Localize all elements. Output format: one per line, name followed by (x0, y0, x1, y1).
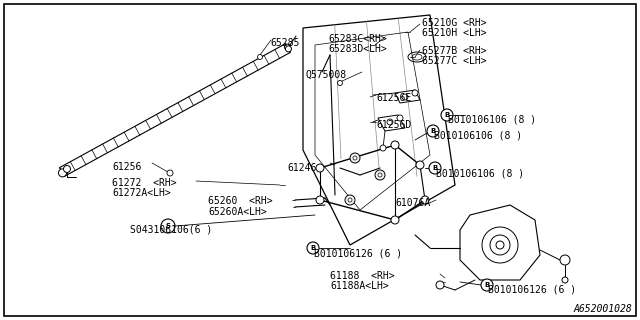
Circle shape (490, 235, 510, 255)
Text: 61256: 61256 (112, 162, 141, 172)
Text: B: B (430, 128, 436, 134)
Text: 61246: 61246 (287, 163, 316, 173)
Text: S043106106(6 ): S043106106(6 ) (130, 225, 212, 235)
Circle shape (285, 44, 291, 50)
Polygon shape (378, 115, 405, 131)
Circle shape (421, 196, 429, 204)
Circle shape (416, 161, 424, 169)
Text: A652001028: A652001028 (573, 304, 632, 314)
Text: 65277C <LH>: 65277C <LH> (422, 56, 486, 66)
Circle shape (496, 241, 504, 249)
Circle shape (350, 153, 360, 163)
Circle shape (337, 81, 342, 85)
Circle shape (441, 109, 453, 121)
Text: B010106126 (6 ): B010106126 (6 ) (314, 248, 402, 258)
Circle shape (412, 90, 418, 96)
Text: 65277B <RH>: 65277B <RH> (422, 46, 486, 56)
Circle shape (161, 219, 175, 233)
Circle shape (316, 164, 324, 172)
Text: B010106126 (6 ): B010106126 (6 ) (488, 285, 576, 295)
Circle shape (429, 162, 441, 174)
Circle shape (378, 173, 382, 177)
Circle shape (58, 169, 67, 177)
Circle shape (562, 277, 568, 283)
Circle shape (436, 281, 444, 289)
Circle shape (63, 165, 70, 172)
Circle shape (402, 94, 408, 100)
Circle shape (380, 145, 386, 151)
Circle shape (560, 255, 570, 265)
Circle shape (427, 125, 439, 137)
Circle shape (391, 141, 399, 149)
Circle shape (391, 216, 399, 224)
Circle shape (285, 46, 291, 52)
Text: B: B (444, 112, 450, 118)
Text: 61188A<LH>: 61188A<LH> (330, 281, 388, 291)
Circle shape (167, 170, 173, 176)
Polygon shape (395, 90, 420, 103)
Text: S: S (166, 223, 170, 229)
Text: Q575008: Q575008 (305, 70, 346, 80)
Text: 61076A: 61076A (395, 198, 430, 208)
Text: 65283C<RH>: 65283C<RH> (328, 34, 387, 44)
Text: B010106106 (8 ): B010106106 (8 ) (434, 131, 522, 141)
Polygon shape (460, 205, 540, 280)
Polygon shape (60, 44, 291, 176)
Circle shape (345, 195, 355, 205)
Polygon shape (303, 15, 455, 245)
Circle shape (387, 119, 393, 125)
Circle shape (257, 54, 262, 60)
Text: 61188  <RH>: 61188 <RH> (330, 271, 395, 281)
Text: B: B (484, 282, 490, 288)
Circle shape (375, 170, 385, 180)
Circle shape (307, 242, 319, 254)
Text: 65285: 65285 (270, 38, 300, 48)
Text: 65283D<LH>: 65283D<LH> (328, 44, 387, 54)
Text: 61256E: 61256E (376, 93, 412, 103)
Circle shape (353, 156, 357, 160)
Text: B010106106 (8 ): B010106106 (8 ) (448, 115, 536, 125)
Text: 61256D: 61256D (376, 120, 412, 130)
Text: 61272  <RH>: 61272 <RH> (112, 178, 177, 188)
Text: 65210H <LH>: 65210H <LH> (422, 28, 486, 38)
Text: B010106106 (8 ): B010106106 (8 ) (436, 168, 524, 178)
Text: 61272A<LH>: 61272A<LH> (112, 188, 171, 198)
Circle shape (397, 115, 403, 121)
Circle shape (316, 196, 324, 204)
Circle shape (481, 279, 493, 291)
Text: 65260A<LH>: 65260A<LH> (208, 207, 267, 217)
Text: B: B (310, 245, 316, 251)
Circle shape (348, 198, 352, 202)
Text: 65210G <RH>: 65210G <RH> (422, 18, 486, 28)
Text: B: B (433, 165, 438, 171)
Text: 65260  <RH>: 65260 <RH> (208, 196, 273, 206)
Circle shape (482, 227, 518, 263)
